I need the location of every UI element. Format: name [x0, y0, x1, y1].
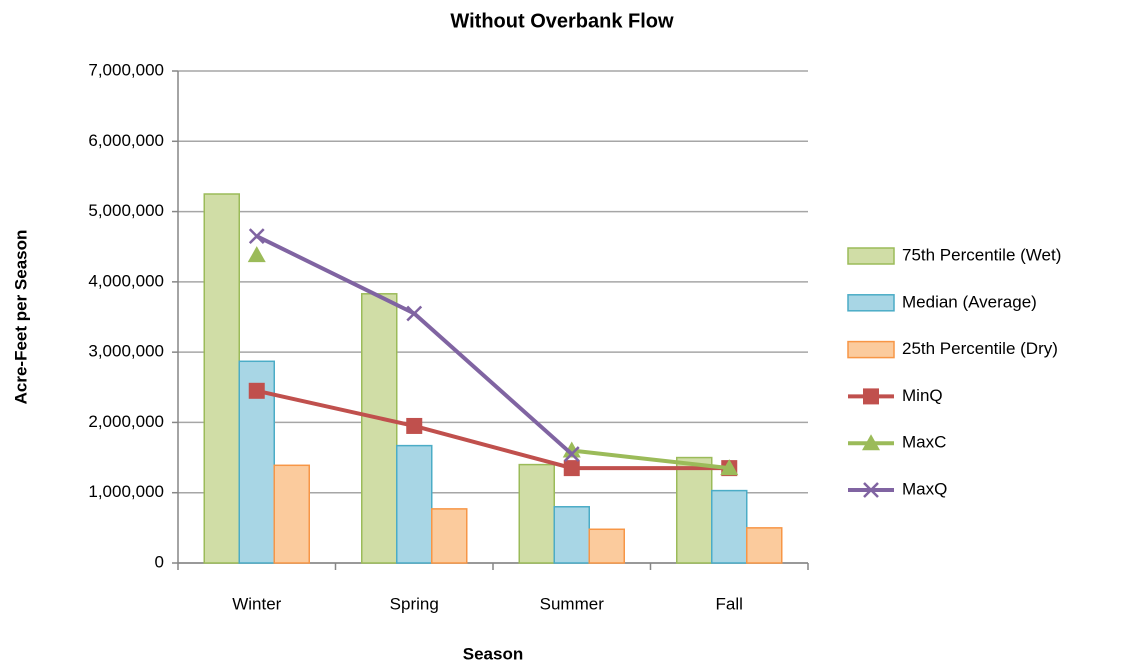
legend-marker — [862, 434, 880, 451]
y-tick-label: 4,000,000 — [88, 271, 164, 290]
bar — [676, 456, 713, 564]
legend-label: Median (Average) — [902, 292, 1037, 311]
series-marker — [406, 417, 423, 434]
y-tick-label: 5,000,000 — [88, 201, 164, 220]
y-tick-label: 1,000,000 — [88, 482, 164, 501]
y-tick-label: 6,000,000 — [88, 131, 164, 150]
legend-swatch — [847, 247, 895, 265]
legend-swatch — [847, 294, 895, 312]
legend-marker — [863, 482, 879, 498]
y-tick-label: 2,000,000 — [88, 412, 164, 431]
y-tick-label: 0 — [155, 552, 164, 571]
y-tick-label: 7,000,000 — [88, 60, 164, 79]
legend-label: 25th Percentile (Dry) — [902, 339, 1058, 358]
bar — [711, 489, 748, 564]
series-marker — [248, 228, 265, 245]
legend-label: 75th Percentile (Wet) — [902, 245, 1061, 264]
series-line — [571, 448, 730, 471]
legend-label: MinQ — [902, 386, 943, 405]
chart-title: Without Overbank Flow — [450, 10, 674, 32]
bar — [396, 444, 433, 564]
legend-swatch — [847, 340, 895, 359]
y-tick-label: 3,000,000 — [88, 342, 164, 361]
series-marker — [247, 246, 266, 263]
x-tick-label: Fall — [716, 594, 743, 613]
x-tick-label: Winter — [232, 594, 281, 613]
x-axis-title: Season — [463, 644, 523, 663]
series-marker — [406, 305, 423, 322]
series-marker — [248, 382, 265, 399]
y-axis-title: Acre-Feet per Season — [11, 230, 30, 405]
legend-marker — [863, 388, 879, 405]
legend-label: MaxC — [902, 433, 946, 452]
x-tick-label: Summer — [540, 594, 605, 613]
series-marker — [562, 441, 581, 458]
bar — [203, 193, 240, 564]
series-marker — [563, 446, 580, 462]
bar — [361, 293, 398, 564]
bar — [431, 508, 468, 564]
series-marker — [563, 460, 580, 477]
bar — [553, 506, 590, 564]
legend-label: MaxQ — [902, 479, 947, 498]
x-tick-label: Spring — [390, 594, 439, 613]
bar — [518, 463, 555, 564]
bar — [746, 527, 783, 564]
series-line — [256, 388, 730, 471]
bar — [588, 528, 625, 564]
bar — [273, 464, 310, 564]
series-marker — [720, 459, 739, 476]
